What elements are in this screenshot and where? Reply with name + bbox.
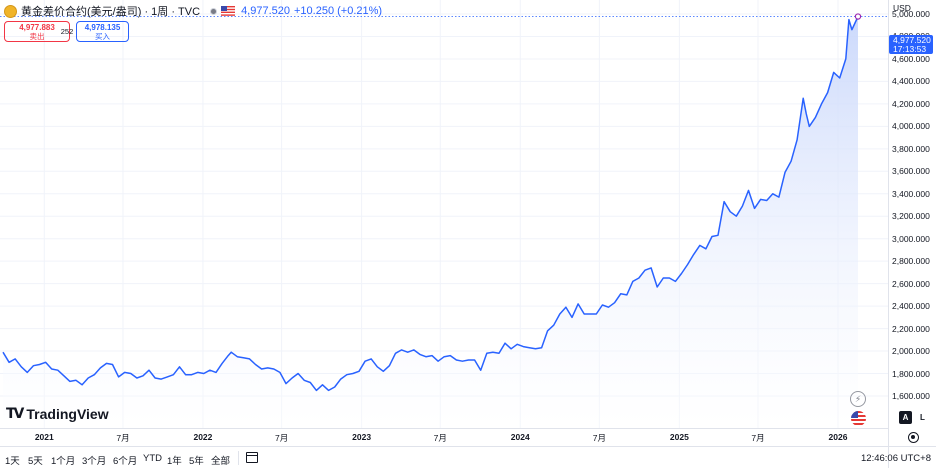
price-chart[interactable] xyxy=(0,0,888,428)
y-tick-label: 3,800.000 xyxy=(892,143,930,154)
y-tick-label: 2,400.000 xyxy=(892,301,930,312)
countdown-timer: 17:13:53 xyxy=(893,44,927,54)
y-tick-label: 1,800.000 xyxy=(892,368,930,379)
x-tick-label: 2025 xyxy=(669,432,689,442)
buy-button[interactable]: 4,978.135 买入 xyxy=(76,21,129,42)
range-button[interactable]: 5年 xyxy=(189,456,204,467)
range-button[interactable]: 5天 xyxy=(28,456,43,467)
y-tick-label: 5,000.000 xyxy=(892,9,930,19)
price-area-fill xyxy=(3,16,858,428)
x-tick-label: 2026 xyxy=(828,432,848,442)
y-tick-label: 1,600.000 xyxy=(892,391,930,401)
y-tick-label: 4,200.000 xyxy=(892,98,930,109)
y-tick-label: 3,000.000 xyxy=(892,233,930,244)
y-tick-label: 2,000.000 xyxy=(892,346,930,357)
lightning-icon[interactable]: ⚡ xyxy=(850,391,866,407)
price-change: +10.250 (+0.21%) xyxy=(294,5,383,17)
log-scale-button[interactable]: L xyxy=(920,413,925,422)
x-tick-label: 7月 xyxy=(274,433,289,443)
range-button[interactable]: 1天 xyxy=(5,456,20,467)
time-axis[interactable] xyxy=(0,428,888,446)
range-button[interactable]: 1年 xyxy=(167,456,182,467)
y-tick-label: 3,400.000 xyxy=(892,188,930,199)
y-tick-label: 4,000.000 xyxy=(892,121,930,132)
last-price: 4,977.520 xyxy=(241,5,290,17)
y-tick-label: 2,200.000 xyxy=(892,323,930,334)
toolbar-divider xyxy=(238,451,239,465)
x-tick-label: 2024 xyxy=(510,432,530,442)
clock-display[interactable]: 12:46:06 UTC+8 xyxy=(861,453,931,464)
x-tick-label: 7月 xyxy=(751,433,765,443)
sell-price: 4,977.883 xyxy=(19,23,55,32)
y-tick-label: 4,400.000 xyxy=(892,76,930,87)
price-line xyxy=(2,16,859,392)
y-tick-label: 2,600.000 xyxy=(892,278,930,289)
last-price-tag-value: 4,977.520 xyxy=(893,35,931,45)
last-price-marker xyxy=(854,13,862,20)
range-button[interactable]: 1个月 xyxy=(51,456,76,467)
sell-label: 卖出 xyxy=(29,32,45,41)
buy-price: 4,978.135 xyxy=(84,23,121,32)
range-toolbar xyxy=(0,446,936,468)
y-tick-label: 3,600.000 xyxy=(892,166,930,177)
y-tick-label: 2,800.000 xyxy=(892,256,930,267)
us-flag-round-icon[interactable] xyxy=(851,411,866,426)
last-price-tag: 4,977.520 17:13:53 xyxy=(889,35,933,54)
x-tick-label: 7月 xyxy=(433,433,447,443)
gold-symbol-icon xyxy=(4,4,17,18)
auto-scale-button[interactable]: A xyxy=(899,411,912,424)
x-tick-label: 2023 xyxy=(352,432,372,442)
x-tick-label: 7月 xyxy=(116,433,130,443)
calendar-icon[interactable] xyxy=(246,452,258,463)
range-button[interactable]: 全部 xyxy=(211,456,231,467)
symbol-legend: 黄金差价合约(美元/盎司) · 1周 · TVC 4,977.520 +10.2… xyxy=(4,3,382,19)
us-flag-icon xyxy=(221,6,236,16)
x-tick-label: 7月 xyxy=(592,433,606,443)
x-tick-label: 2021 xyxy=(34,432,54,442)
sell-button[interactable]: 4,977.883 卖出 xyxy=(4,21,70,42)
y-tick-label: 3,200.000 xyxy=(892,211,930,222)
tradingview-logo-icon: 𝗧𝗩 xyxy=(6,405,24,421)
grid xyxy=(0,0,888,428)
tradingview-logo[interactable]: 𝗧𝗩 TradingView xyxy=(6,405,109,422)
range-button[interactable]: 6个月 xyxy=(113,456,138,467)
range-button[interactable]: YTD xyxy=(143,453,162,464)
y-tick-label: 4,600.000 xyxy=(892,53,930,64)
settings-gear-icon[interactable] xyxy=(908,432,919,443)
market-status-icon[interactable] xyxy=(210,7,218,15)
symbol-title[interactable]: 黄金差价合约(美元/盎司) · 1周 · TVC xyxy=(21,6,201,18)
currency-selector[interactable]: USD xyxy=(893,3,911,13)
tradingview-logo-text: TradingView xyxy=(26,405,109,422)
x-tick-label: 2022 xyxy=(193,432,213,442)
buy-label: 买入 xyxy=(95,32,110,41)
range-button[interactable]: 3个月 xyxy=(82,456,107,467)
spread-value: 252 xyxy=(60,27,74,36)
price-axis[interactable] xyxy=(888,0,936,468)
